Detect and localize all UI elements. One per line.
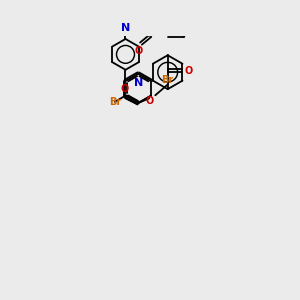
Text: O: O <box>134 46 143 56</box>
Text: O: O <box>146 96 154 106</box>
Text: O: O <box>134 0 143 1</box>
Text: Br: Br <box>109 97 121 107</box>
Text: N: N <box>134 78 143 88</box>
Text: O: O <box>120 84 128 94</box>
Text: O: O <box>185 66 193 76</box>
Text: Br: Br <box>162 74 174 85</box>
Text: N: N <box>121 23 130 33</box>
